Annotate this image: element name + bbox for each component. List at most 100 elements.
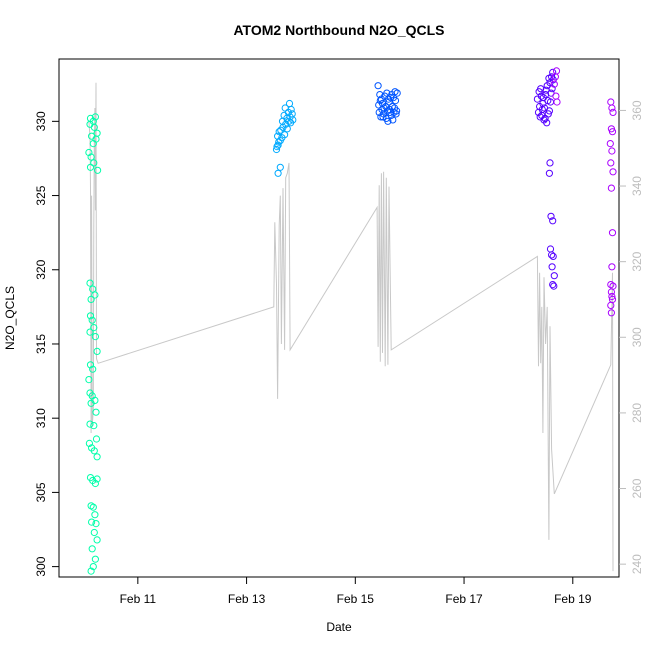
data-point	[374, 82, 382, 90]
y-tick-label: 300	[34, 556, 48, 576]
plot-frame	[58, 58, 620, 578]
data-point	[86, 312, 95, 320]
y2-tick-label: 340	[630, 176, 644, 196]
data-point	[91, 113, 100, 121]
data-point	[546, 159, 554, 167]
data-point	[274, 169, 282, 177]
data-point	[89, 140, 97, 148]
data-point	[393, 107, 401, 115]
data-point	[277, 126, 285, 134]
data-point	[90, 528, 98, 537]
data-point	[606, 140, 614, 148]
data-point	[608, 147, 616, 155]
data-point	[88, 316, 96, 324]
data-point	[549, 252, 557, 260]
data-point	[85, 148, 93, 157]
chart-title: ATOM2 Northbound N2O_QCLS	[233, 22, 444, 38]
data-point	[608, 229, 617, 237]
data-point	[608, 104, 616, 112]
data-point	[376, 97, 384, 105]
data-point	[551, 73, 560, 81]
y-tick-label: 305	[34, 482, 48, 502]
data-point	[609, 168, 617, 176]
data-point	[93, 536, 101, 544]
data-point	[90, 324, 98, 332]
data-point	[86, 279, 94, 287]
x-tick-label: Feb 11	[120, 592, 157, 606]
data-point	[275, 128, 283, 136]
data-point	[608, 263, 616, 271]
data-point	[607, 309, 616, 317]
y2-tick-label: 320	[630, 251, 644, 271]
data-point	[608, 292, 616, 301]
x-tick-label: Feb 15	[337, 592, 375, 606]
data-point	[281, 131, 289, 139]
data-point	[552, 67, 561, 75]
data-point	[387, 111, 395, 120]
y-tick-label: 310	[34, 408, 48, 428]
data-point	[283, 125, 291, 133]
y2-tick-label: 240	[630, 554, 644, 574]
data-point	[87, 295, 95, 303]
data-point	[87, 567, 95, 575]
data-point	[87, 153, 95, 161]
data-point	[88, 545, 96, 553]
data-point	[93, 453, 101, 461]
data-point	[92, 435, 101, 443]
data-point	[89, 563, 97, 571]
y-tick-label: 325	[34, 185, 48, 205]
data-point	[86, 163, 95, 171]
data-point	[546, 245, 555, 253]
data-point	[91, 479, 100, 488]
data-point	[273, 143, 281, 151]
data-point	[86, 328, 94, 336]
data-point	[608, 128, 617, 136]
data-point	[88, 132, 96, 140]
trace-layer	[88, 82, 614, 572]
y-tick-label: 320	[34, 259, 48, 279]
data-point	[384, 117, 392, 125]
data-point	[90, 447, 98, 455]
points-layer	[85, 67, 617, 575]
data-point	[547, 212, 555, 220]
data-point	[549, 217, 557, 225]
data-point	[607, 184, 616, 192]
data-point	[289, 116, 297, 124]
data-point	[537, 85, 545, 93]
data-point	[550, 272, 558, 280]
data-point	[607, 159, 615, 167]
data-point	[274, 141, 282, 149]
y-axis: 300 305 310 315 320 325 330	[34, 111, 59, 577]
data-point	[275, 138, 283, 146]
data-point	[607, 281, 615, 289]
data-point	[543, 119, 551, 127]
data-point	[386, 108, 394, 117]
data-point	[545, 107, 554, 115]
data-point	[607, 288, 616, 296]
data-point	[548, 263, 556, 271]
data-point	[92, 408, 100, 416]
data-point	[544, 97, 552, 105]
data-point	[389, 116, 397, 124]
data-point	[549, 281, 557, 289]
x-axis: Feb 11 Feb 13 Feb 15 Feb 17 Feb 19	[120, 577, 592, 606]
data-point	[609, 108, 617, 117]
x-tick-label: Feb 17	[445, 592, 483, 606]
y-tick-label: 315	[34, 334, 48, 354]
data-point	[93, 475, 101, 483]
data-point	[272, 145, 281, 154]
data-point	[553, 98, 561, 106]
data-point	[86, 361, 95, 369]
data-point	[388, 91, 396, 99]
x-tick-label: Feb 19	[554, 592, 592, 606]
data-point	[550, 80, 558, 88]
x-tick-label: Feb 13	[228, 592, 266, 606]
data-point	[276, 163, 284, 171]
data-point	[91, 511, 99, 519]
data-point	[89, 503, 97, 511]
y2-axis: 240 260 280 300 320 340 360	[619, 100, 644, 574]
x-axis-label: Date	[326, 620, 352, 634]
data-point	[548, 251, 556, 259]
data-point	[90, 123, 98, 131]
y-axis-label: N2O_QCLS	[3, 286, 17, 350]
